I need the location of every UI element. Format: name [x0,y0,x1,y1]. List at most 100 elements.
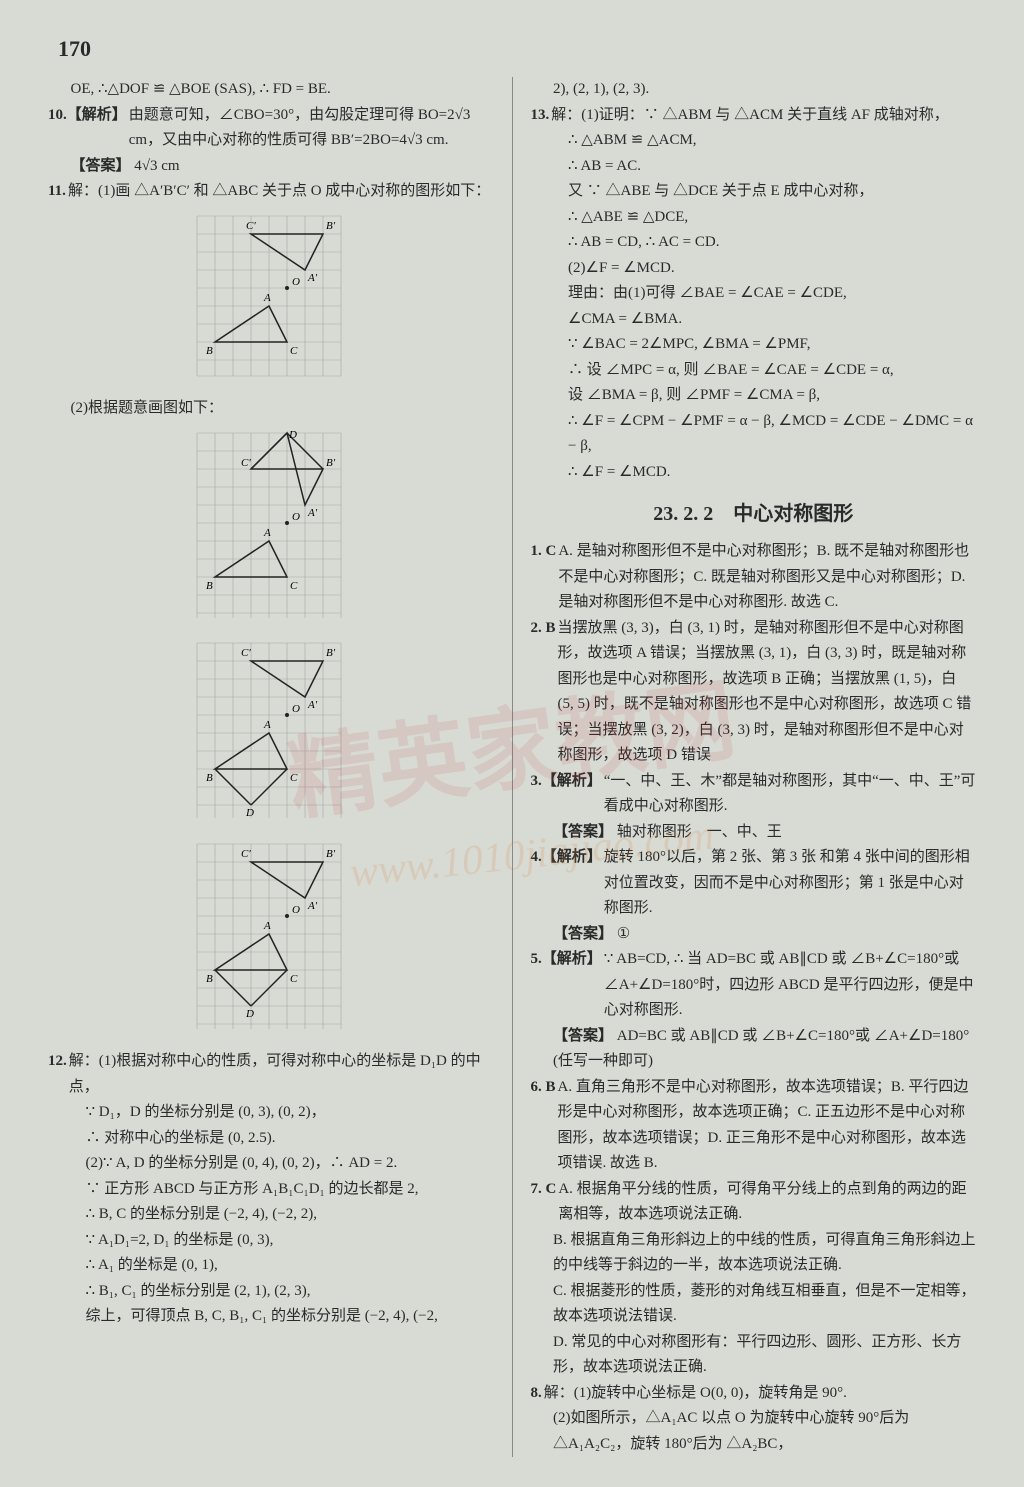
svg-text:C: C [290,345,298,357]
s8-l1: (2)如图所示，△A₁AC 以点 O 为旋转中心旋转 90°后为 △A₁A₂C₂… [531,1406,977,1457]
svg-text:C′: C′ [241,647,251,659]
right-column: 2), (2, 1), (2, 3). 13. 解：(1)证明：∵ △ABM 与… [531,77,977,1457]
s3-answer: 【答案】 轴对称图形 一、中、王 [531,820,977,846]
svg-text:O: O [292,276,300,288]
q12-body: 解：(1)根据对称中心的性质，可得对称中心的坐标是 D₁D 的中点， [69,1049,494,1100]
svg-text:D: D [245,1008,254,1020]
q13-l13: ∴ ∠F = ∠MCD. [531,460,977,486]
svg-text:C: C [290,580,298,592]
sec-q3: 3.【解析】 “一、中、王、木”都是轴对称图形，其中“一、中、王”可看成中心对称… [531,769,977,820]
s5-ans-label: 【答案】 [553,1028,613,1044]
svg-text:B: B [206,580,213,592]
s7-l1: B. 根据直角三角形斜边上的中线的性质，可得直角三角形斜边上的中线等于斜边的一半… [531,1228,977,1279]
q12-l1: ∵ D₁，D 的坐标分别是 (0, 3), (0, 2)， [48,1100,494,1126]
svg-text:D: D [288,429,297,441]
s5-ans: AD=BC 或 AB∥CD 或 ∠B+∠C=180°或 ∠A+∠D=180°(任… [553,1028,969,1070]
q13-l7: 理由：由(1)可得 ∠BAE = ∠CAE = ∠CDE, [531,281,977,307]
svg-text:C: C [290,772,298,784]
question-12: 12. 解：(1)根据对称中心的性质，可得对称中心的坐标是 D₁D 的中点， [48,1049,494,1100]
two-column-layout: OE, ∴△DOF ≌ △BOE (SAS), ∴ FD = BE. 10.【解… [48,77,976,1457]
q13-l4: ∴ △ABE ≌ △DCE, [531,205,977,231]
svg-text:O: O [292,904,300,916]
question-10: 10.【解析】 由题意可知，∠CBO=30°，由勾股定理可得 BO=2√3 cm… [48,103,494,154]
q12-l5: ∴ B, C 的坐标分别是 (−2, 4), (−2, 2), [48,1202,494,1228]
s6-label: 6. B [531,1075,556,1177]
fig4-svg: C′ B′ A′ O A B C D [186,839,356,1034]
s1-body: A. 是轴对称图形但不是中心对称图形；B. 既不是轴对称图形也不是中心对称图形；… [558,539,976,616]
s5-answer: 【答案】 AD=BC 或 AB∥CD 或 ∠B+∠C=180°或 ∠A+∠D=1… [531,1024,977,1075]
svg-text:O: O [292,511,300,523]
q11-label: 11. [48,179,66,205]
svg-text:C: C [290,973,298,985]
q13-l10: ∴ 设 ∠MPC = α, 则 ∠BAE = ∠CAE = ∠CDE = α, [531,358,977,384]
s3-ans-label: 【答案】 [553,824,613,840]
figure-2: D C′ B′ A′ O A B C [48,428,494,633]
q13-l6: (2)∠F = ∠MCD. [531,256,977,282]
q13-body: 解：(1)证明：∵ △ABM 与 △ACM 关于直线 AF 成轴对称， [551,103,976,129]
s4-body: 旋转 180°以后，第 2 张、第 3 张 和第 4 张中间的图形相对位置改变，… [604,845,976,922]
q11-body: 解：(1)画 △A′B′C′ 和 △ABC 关于点 O 成中心对称的图形如下： [68,179,494,205]
svg-text:A′: A′ [307,507,318,519]
svg-text:O: O [292,703,300,715]
s3-label: 3.【解析】 [531,769,602,820]
q12-l9: 综上，可得顶点 B, C, B₁, C₁ 的坐标分别是 (−2, 4), (−2… [48,1304,494,1330]
q13-l1: ∴ △ABM ≌ △ACM, [531,128,977,154]
svg-text:B′: B′ [326,220,336,232]
q10-label: 10.【解析】 [48,103,127,154]
svg-text:B′: B′ [326,647,336,659]
sec-q6: 6. B A. 直角三角形不是中心对称图形，故本选项错误；B. 平行四边形是中心… [531,1075,977,1177]
s7-label: 7. C [531,1177,557,1228]
svg-text:B: B [206,345,213,357]
q10-answer: 【答案】 4√3 cm [48,154,494,180]
s4-ans: ① [617,926,630,942]
s5-label: 5.【解析】 [531,947,602,1024]
left-column: OE, ∴△DOF ≌ △BOE (SAS), ∴ FD = BE. 10.【解… [48,77,494,1457]
page-number: 170 [58,30,976,67]
question-13: 13. 解：(1)证明：∵ △ABM 与 △ACM 关于直线 AF 成轴对称， [531,103,977,129]
svg-text:B′: B′ [326,848,336,860]
q12-l3: (2)∵ A, D 的坐标分别是 (0, 4), (0, 2)，∴ AD = 2… [48,1151,494,1177]
sec-q4: 4.【解析】 旋转 180°以后，第 2 张、第 3 张 和第 4 张中间的图形… [531,845,977,922]
q13-l9: ∵ ∠BAC = 2∠MPC, ∠BMA = ∠PMF, [531,332,977,358]
svg-text:D: D [245,807,254,819]
q13-l2: ∴ AB = AC. [531,154,977,180]
q13-l5: ∴ AB = CD, ∴ AC = CD. [531,230,977,256]
svg-text:A: A [263,719,271,731]
q13-l12: ∴ ∠F = ∠CPM − ∠PMF = α − β, ∠MCD = ∠CDE … [531,409,977,460]
svg-text:A′: A′ [307,272,318,284]
svg-text:A: A [263,527,271,539]
s8-body: 解：(1)旋转中心坐标是 O(0, 0)，旋转角是 90°. [544,1381,976,1407]
svg-text:C′: C′ [241,457,251,469]
s8-label: 8. [531,1381,542,1407]
question-11: 11. 解：(1)画 △A′B′C′ 和 △ABC 关于点 O 成中心对称的图形… [48,179,494,205]
s4-answer: 【答案】 ① [531,922,977,948]
continuation-line: OE, ∴△DOF ≌ △BOE (SAS), ∴ FD = BE. [48,77,494,103]
s2-label: 2. B [531,616,556,769]
figure-1: C′ B′ A′ O A B C [48,211,494,391]
svg-text:A: A [263,920,271,932]
q12-l7: ∴ A₁ 的坐标是 (0, 1), [48,1253,494,1279]
section-title: 23. 2. 2 中心对称图形 [531,497,977,531]
s5-body: ∵ AB=CD, ∴ 当 AD=BC 或 AB∥CD 或 ∠B+∠C=180°或… [604,947,976,1024]
q13-l8: ∠CMA = ∠BMA. [531,307,977,333]
q13-label: 13. [531,103,550,129]
s7-l3: D. 常见的中心对称图形有：平行四边形、圆形、正方形、长方形，故本选项说法正确. [531,1330,977,1381]
s6-body: A. 直角三角形不是中心对称图形，故本选项错误；B. 平行四边形是中心对称图形，… [558,1075,976,1177]
s3-body: “一、中、王、木”都是轴对称图形，其中“一、中、王”可看成中心对称图形. [604,769,976,820]
svg-text:A: A [263,292,271,304]
q10-ans: 4√3 cm [134,158,179,174]
q11-part2: (2)根据题意画图如下： [48,396,494,422]
q12-l6: ∵ A₁D₁=2, D₁ 的坐标是 (0, 3), [48,1228,494,1254]
q10-ans-label: 【答案】 [71,158,131,174]
s7-l2: C. 根据菱形的性质，菱形的对角线互相垂直，但是不一定相等，故本选项说法错误. [531,1279,977,1330]
s7-body: A. 根据角平分线的性质，可得角平分线上的点到角的两边的距离相等，故本选项说法正… [558,1177,976,1228]
q13-l11: 设 ∠BMA = β, 则 ∠PMF = ∠CMA = β, [531,383,977,409]
sec-q8: 8. 解：(1)旋转中心坐标是 O(0, 0)，旋转角是 90°. [531,1381,977,1407]
q13-l3: 又 ∵ △ABE 与 △DCE 关于点 E 成中心对称， [531,179,977,205]
svg-text:B: B [206,772,213,784]
svg-text:A′: A′ [307,699,318,711]
figure-3: C′ B′ A′ O A B C D [48,638,494,833]
s4-ans-label: 【答案】 [553,926,613,942]
sec-q2: 2. B 当摆放黑 (3, 3)，白 (3, 1) 时，是轴对称图形但不是中心对… [531,616,977,769]
svg-text:B: B [206,973,213,985]
